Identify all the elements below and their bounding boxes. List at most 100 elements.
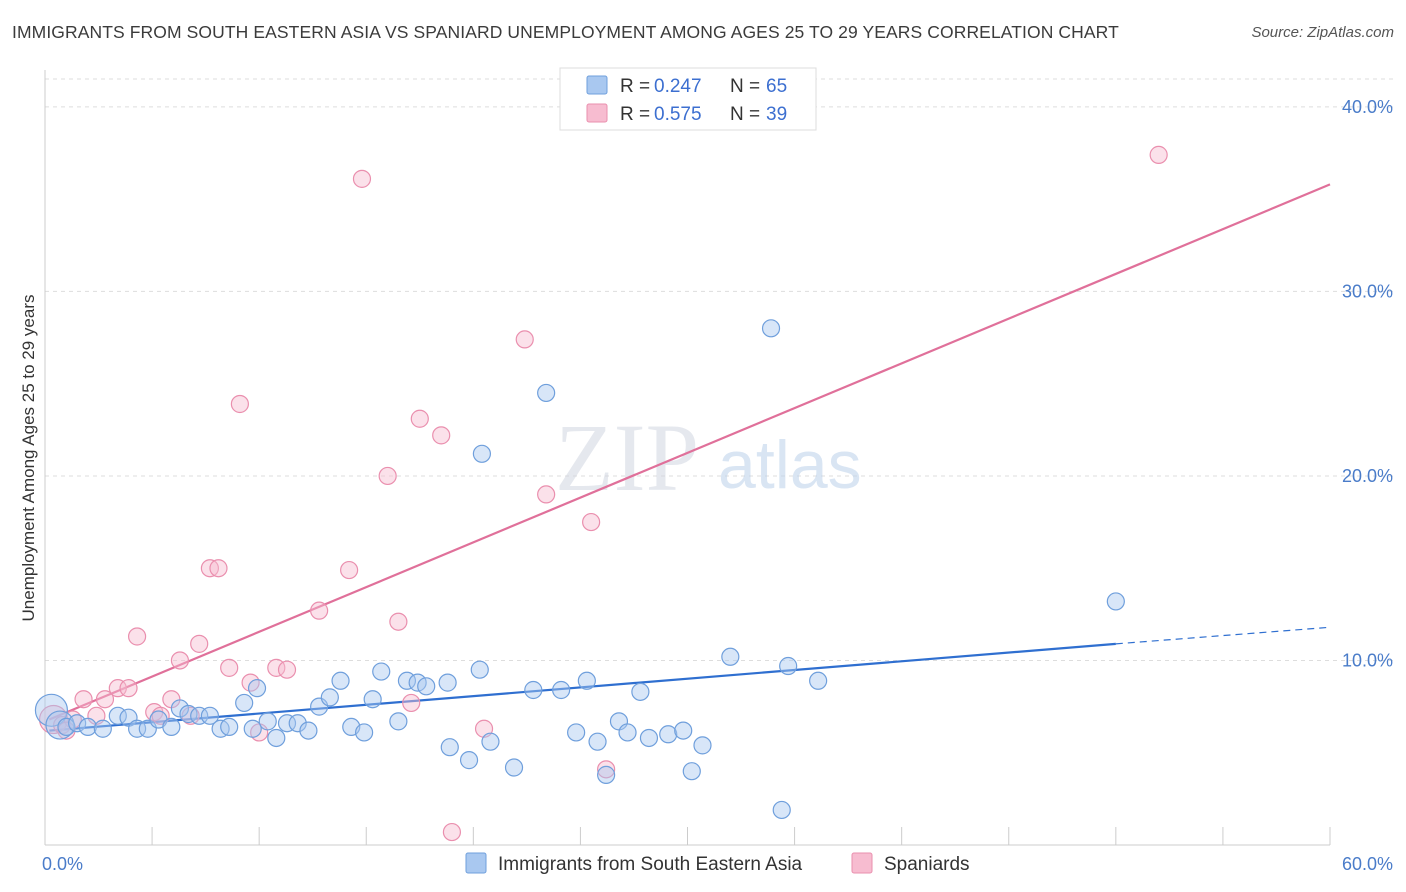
immigrants-point xyxy=(552,680,571,700)
spaniards-point xyxy=(582,512,601,532)
immigrants-point xyxy=(659,725,678,744)
immigrants-point xyxy=(693,736,712,755)
immigrants-point xyxy=(372,662,391,681)
legend-n-label-pink: N = xyxy=(730,104,760,125)
spaniards-point xyxy=(340,560,359,580)
series-legend-label-pink: Spaniards xyxy=(884,854,970,875)
immigrants-point xyxy=(235,693,254,713)
chart-title: IMMIGRANTS FROM SOUTH EASTERN ASIA VS SP… xyxy=(12,22,1119,42)
immigrants-point xyxy=(639,728,659,748)
spaniards-point xyxy=(410,409,429,428)
series-legend: Immigrants from South Eastern Asia Spani… xyxy=(465,852,970,875)
immigrants-point xyxy=(438,673,457,692)
legend-swatch-blue xyxy=(586,75,608,95)
immigrants-point xyxy=(267,728,286,748)
source-label: Source: ZipAtlas.com xyxy=(1251,24,1394,41)
legend-swatch-pink xyxy=(586,103,608,123)
spaniards-point xyxy=(119,679,138,698)
spaniards-point xyxy=(378,466,397,486)
immigrants-point xyxy=(243,719,262,738)
immigrants-point xyxy=(674,721,693,740)
spaniards-point xyxy=(277,660,297,679)
immigrants-point xyxy=(190,706,209,725)
spaniards-point xyxy=(515,330,534,349)
spaniards-point xyxy=(537,485,556,504)
spaniards-point xyxy=(220,658,239,677)
spaniards-trend-line xyxy=(48,183,1331,721)
watermark-atlas: atlas xyxy=(718,427,862,503)
immigrants-point xyxy=(779,656,798,676)
immigrants-point xyxy=(809,671,828,690)
immigrants-trend-extension xyxy=(1115,626,1331,645)
legend-r-label-blue: R = xyxy=(620,76,650,97)
immigrants-point xyxy=(57,717,76,737)
correlation-legend: R = 0.247 N = 65 R = 0.575 N = 39 xyxy=(559,67,817,131)
immigrants-point xyxy=(200,706,220,725)
immigrants-point xyxy=(127,719,147,738)
immigrants-point xyxy=(631,682,650,701)
immigrants-point xyxy=(355,723,374,742)
spaniards-point xyxy=(1149,145,1168,164)
spaniards-point xyxy=(127,627,147,646)
y-tick-label: 40.0% xyxy=(1342,97,1393,117)
x-tick-label: 0.0% xyxy=(42,854,83,874)
legend-n-value-pink: 39 xyxy=(766,104,787,125)
spaniards-point xyxy=(74,690,93,709)
immigrants-point xyxy=(78,717,97,737)
x-ticks xyxy=(44,827,1331,845)
immigrants-point xyxy=(772,800,791,820)
immigrants-point xyxy=(34,693,69,727)
immigrants-point xyxy=(588,732,607,751)
immigrants-point xyxy=(93,719,112,738)
spaniards-point xyxy=(432,426,451,445)
spaniards-point xyxy=(209,559,228,578)
y-axis-label: Unemployment Among Ages 25 to 29 years xyxy=(19,295,38,622)
immigrants-point xyxy=(537,383,556,403)
immigrants-point xyxy=(247,679,267,698)
legend-r-label-pink: R = xyxy=(620,104,650,125)
immigrants-point xyxy=(721,647,740,666)
immigrants-point xyxy=(288,714,307,733)
spaniards-point xyxy=(190,634,209,653)
immigrants-point xyxy=(220,717,239,737)
y-tick-label: 10.0% xyxy=(1342,650,1393,670)
trend-lines xyxy=(48,183,1331,732)
y-tick-label: 30.0% xyxy=(1342,281,1393,301)
immigrants-point xyxy=(389,712,408,731)
immigrants-point xyxy=(597,765,616,784)
immigrants-point xyxy=(577,671,596,690)
immigrants-point xyxy=(277,714,297,733)
watermark: ZIP atlas xyxy=(555,404,862,511)
immigrants-point xyxy=(68,714,87,733)
legend-r-value-pink: 0.575 xyxy=(654,104,702,125)
y-tick-label: 20.0% xyxy=(1342,466,1393,486)
immigrants-point xyxy=(504,758,524,777)
grid-lines xyxy=(45,78,1395,661)
immigrants-point xyxy=(481,732,500,751)
immigrants-point xyxy=(417,677,436,696)
series-legend-swatch-pink xyxy=(851,852,873,874)
immigrants-point xyxy=(682,762,701,781)
immigrants-points xyxy=(34,319,1125,820)
spaniards-point xyxy=(597,760,616,779)
immigrants-point xyxy=(258,712,277,731)
immigrants-point xyxy=(162,717,181,737)
series-legend-label-blue: Immigrants from South Eastern Asia xyxy=(498,854,803,875)
immigrants-point xyxy=(567,723,586,742)
spaniards-point xyxy=(170,651,190,670)
immigrants-point xyxy=(472,444,491,463)
immigrants-point xyxy=(331,671,350,690)
x-tick-label: 60.0% xyxy=(1342,854,1393,874)
spaniards-point xyxy=(442,822,462,842)
series-legend-swatch-blue xyxy=(465,852,487,874)
immigrants-point xyxy=(299,721,318,740)
legend-n-label-blue: N = xyxy=(730,76,760,97)
y-tick-labels: 10.0% 20.0% 30.0% 40.0% xyxy=(1342,97,1393,671)
spaniards-point xyxy=(230,394,249,414)
spaniards-point xyxy=(310,601,329,620)
legend-n-value-blue: 65 xyxy=(766,76,787,97)
immigrants-point xyxy=(470,660,489,679)
immigrants-point xyxy=(440,738,459,757)
immigrants-point xyxy=(524,680,543,700)
